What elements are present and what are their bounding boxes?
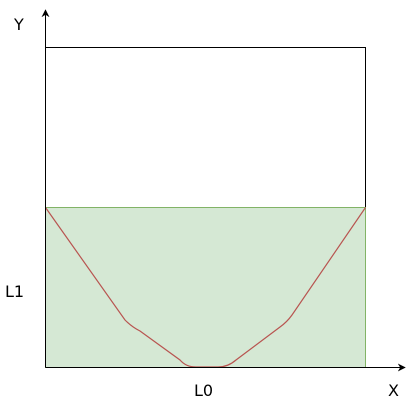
filled-region — [45, 207, 366, 368]
width-label: L0 — [194, 381, 213, 400]
height-label: L1 — [5, 282, 24, 301]
y-axis-label: Y — [13, 15, 24, 34]
x-axis-label: X — [388, 381, 399, 400]
